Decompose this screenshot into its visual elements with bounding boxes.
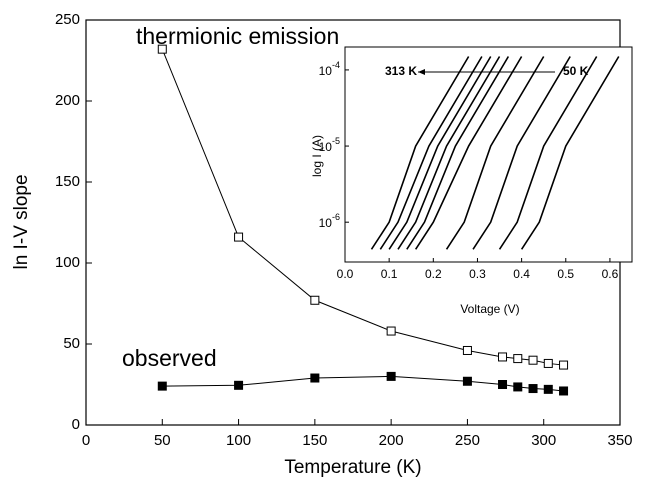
marker: [559, 360, 569, 370]
x-tick-label: 350: [607, 432, 632, 449]
inset-y-tick-label: 10-5: [319, 136, 340, 154]
annotation: thermionic emission: [136, 23, 339, 49]
marker: [528, 384, 538, 394]
inset-y-tick-label: 10-6: [319, 213, 340, 231]
inset-x-tick-label: 0.5: [557, 267, 574, 281]
marker: [386, 371, 396, 381]
iv-curve: [388, 56, 492, 250]
x-tick-label: 150: [302, 432, 327, 449]
marker: [498, 380, 508, 389]
marker: [543, 384, 553, 394]
iv-curve: [445, 56, 545, 250]
marker: [462, 376, 472, 386]
marker: [528, 355, 538, 365]
tick-base: 10: [319, 64, 333, 78]
marker: [498, 352, 508, 362]
marker: [559, 386, 569, 396]
iv-curve: [414, 56, 523, 250]
marker: [386, 326, 396, 336]
series-line: [162, 375, 564, 392]
x-tick-label: 100: [226, 432, 251, 449]
inset-x-tick-label: 0.3: [469, 267, 486, 281]
marker: [513, 382, 523, 392]
tick-exponent: -5: [332, 136, 340, 146]
x-tick-label: 50: [154, 432, 171, 449]
marker: [157, 381, 167, 391]
y-tick-label: 150: [55, 173, 80, 190]
annotation: observed: [122, 345, 217, 371]
iv-curve: [498, 56, 598, 250]
inset-x-tick-label: 0.0: [337, 267, 354, 281]
y-tick-label: 50: [63, 335, 80, 352]
x-axis-label: Temperature (K): [284, 457, 421, 478]
marker: [234, 232, 244, 242]
x-tick-label: 250: [455, 432, 480, 449]
tick-base: 10: [319, 216, 333, 230]
inset-x-tick-label: 0.6: [602, 267, 619, 281]
y-tick-label: 100: [55, 254, 80, 271]
marker: [310, 295, 320, 305]
y-tick-label: 200: [55, 92, 80, 109]
tick-base: 10: [319, 140, 333, 154]
iv-curve: [472, 56, 571, 250]
inset-y-axis-label: log I (A): [310, 135, 324, 177]
inset-x-tick-label: 0.2: [425, 267, 442, 281]
annotation: 313 K: [385, 64, 417, 78]
tick-exponent: -6: [332, 213, 340, 223]
x-tick-label: 200: [379, 432, 404, 449]
x-tick-label: 300: [531, 432, 556, 449]
y-tick-label: 0: [72, 416, 80, 433]
iv-curve: [379, 56, 483, 250]
marker: [543, 358, 553, 368]
marker: [310, 373, 320, 383]
series-line: [161, 48, 564, 366]
inset-y-tick-label: 10-4: [319, 60, 340, 78]
iv-curve: [397, 56, 501, 250]
iv-curve: [370, 56, 470, 250]
y-tick-label: 250: [55, 11, 80, 28]
marker: [462, 345, 472, 355]
iv-curve: [406, 56, 510, 250]
iv-curve: [520, 56, 620, 250]
y-axis-label: ln I-V slope: [11, 174, 32, 269]
inset-x-tick-label: 0.1: [381, 267, 398, 281]
tick-exponent: -4: [332, 60, 340, 70]
marker: [157, 44, 167, 54]
marker: [234, 380, 244, 390]
x-tick-label: 0: [82, 432, 90, 449]
inset-x-tick-label: 0.4: [513, 267, 530, 281]
arrow-head: [418, 69, 425, 75]
marker: [513, 354, 523, 364]
inset-x-axis-label: Voltage (V): [460, 302, 519, 316]
annotation: 50 K: [563, 64, 589, 78]
